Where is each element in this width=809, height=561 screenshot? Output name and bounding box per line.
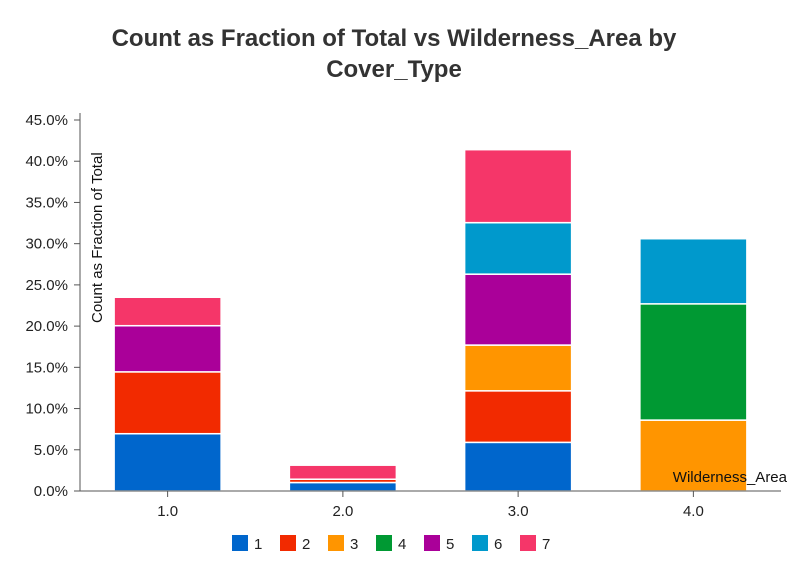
bar-segment-cover-type-7-area-2.0[interactable]: [288, 464, 398, 480]
bar-segment-cover-type-1-area-1.0[interactable]: [113, 432, 222, 492]
legend-swatch-5: [424, 535, 440, 551]
legend-label-2: 2: [302, 536, 310, 553]
bar-segment-cover-type-3-area-4.0[interactable]: [639, 419, 748, 492]
bar-segment-cover-type-2-area-1.0[interactable]: [113, 371, 222, 435]
y-tick-label: 20.0%: [25, 318, 68, 335]
x-tick-label: 4.0: [683, 503, 704, 520]
legend: 1 2 3 4 5 6 7: [232, 535, 550, 553]
y-tick-label: 5.0%: [34, 442, 68, 459]
legend-swatch-7: [520, 535, 536, 551]
legend-label-7: 7: [542, 536, 550, 553]
y-tick-label: 35.0%: [25, 194, 68, 211]
bar-segment-cover-type-6-area-3.0[interactable]: [463, 221, 573, 275]
x-axis-ticks: 1.0 2.0 3.0 4.0: [157, 491, 704, 520]
x-tick-label: 3.0: [508, 503, 529, 520]
legend-label-3: 3: [350, 536, 358, 553]
legend-label-6: 6: [494, 536, 502, 553]
bar-segment-cover-type-2-area-3.0[interactable]: [463, 390, 573, 444]
bar-segment-cover-type-5-area-3.0[interactable]: [463, 273, 573, 346]
y-tick-label: 30.0%: [25, 236, 68, 253]
bar-segment-cover-type-1-area-3.0[interactable]: [463, 441, 573, 492]
y-tick-label: 25.0%: [25, 277, 68, 294]
y-tick-label: 10.0%: [25, 401, 68, 418]
y-axis-label: Count as Fraction of Total: [89, 152, 106, 323]
legend-swatch-6: [472, 535, 488, 551]
x-axis-label: Wilderness_Area: [673, 469, 788, 486]
bar-segment-cover-type-7-area-1.0[interactable]: [113, 296, 222, 327]
bar-segment-cover-type-6-area-4.0[interactable]: [639, 237, 748, 305]
legend-label-4: 4: [398, 536, 406, 553]
chart-title-line2: Cover_Type: [326, 56, 462, 83]
bar-segment-cover-type-5-area-1.0[interactable]: [113, 324, 222, 373]
legend-label-5: 5: [446, 536, 454, 553]
y-tick-label: 40.0%: [25, 153, 68, 170]
legend-label-1: 1: [254, 536, 262, 553]
x-tick-label: 1.0: [157, 503, 178, 520]
legend-swatch-1: [232, 535, 248, 551]
bar-segment-cover-type-7-area-3.0[interactable]: [463, 148, 573, 224]
bar-segment-cover-type-3-area-3.0[interactable]: [463, 344, 573, 392]
legend-swatch-4: [376, 535, 392, 551]
bar-segment-cover-type-1-area-2.0[interactable]: [288, 481, 398, 492]
bar-segment-cover-type-4-area-4.0[interactable]: [639, 303, 748, 421]
y-tick-label: 0.0%: [34, 483, 68, 500]
legend-swatch-3: [328, 535, 344, 551]
y-axis-ticks: 0.0% 5.0% 10.0% 15.0% 20.0% 25.0% 30.0% 35.0% 40…: [25, 112, 80, 500]
x-tick-label: 2.0: [332, 503, 353, 520]
y-tick-label: 15.0%: [25, 359, 68, 376]
legend-swatch-2: [280, 535, 296, 551]
plot-area: [113, 148, 748, 492]
chart-title-line1: Count as Fraction of Total vs Wilderness…: [112, 25, 677, 52]
y-tick-label: 45.0%: [25, 112, 68, 129]
